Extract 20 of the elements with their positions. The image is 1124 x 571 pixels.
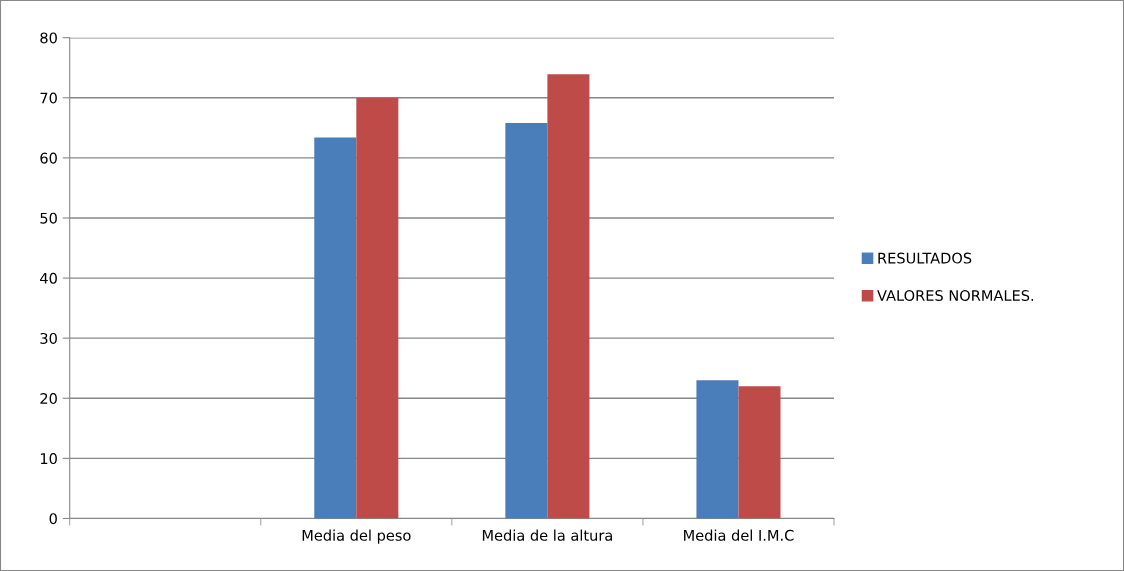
y-tick-label: 60 xyxy=(40,152,57,164)
y-tick-label: 80 xyxy=(40,32,57,44)
y-tick-label: 70 xyxy=(40,92,57,104)
x-tick-label: Media del I.M.C xyxy=(684,529,794,541)
y-tick-label: 40 xyxy=(40,272,57,284)
bar xyxy=(314,137,357,519)
y-tick-label: 50 xyxy=(40,212,57,224)
bar xyxy=(696,380,739,519)
y-tick-label: 30 xyxy=(40,332,57,344)
legend-label: VALORES NORMALES. xyxy=(877,290,1034,302)
x-tick-label: Media del peso xyxy=(302,529,411,544)
bar xyxy=(356,97,399,519)
legend-label: RESULTADOS xyxy=(878,252,972,264)
y-tick-label: 10 xyxy=(40,453,57,465)
y-tick-label: 20 xyxy=(40,392,57,405)
bar xyxy=(505,123,548,519)
x-tick-label: Media de la altura xyxy=(482,529,612,541)
y-tick-label: 0 xyxy=(49,513,57,525)
bar xyxy=(547,74,590,519)
bar xyxy=(738,386,781,519)
